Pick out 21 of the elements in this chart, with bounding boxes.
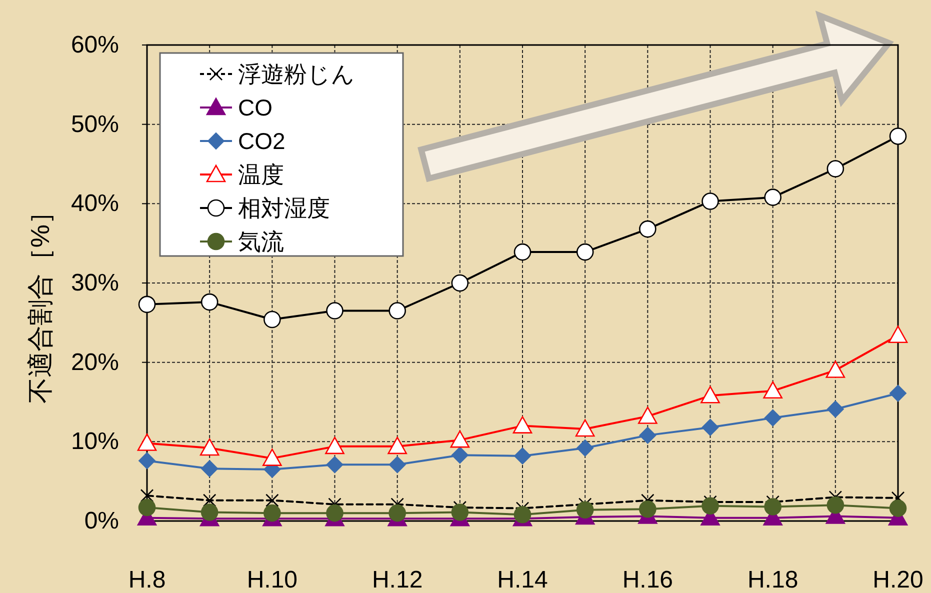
- y-tick-label: 20%: [70, 348, 119, 376]
- x-tick-label: H.20: [872, 566, 924, 593]
- y-tick-label: 50%: [70, 110, 119, 138]
- legend-label: 温度: [238, 162, 284, 188]
- legend-label: CO: [238, 94, 272, 120]
- legend-label: 相対湿度: [238, 195, 330, 221]
- y-tick-label: 0%: [84, 508, 119, 534]
- y-tick-label: 60%: [70, 32, 119, 58]
- x-tick-label: H.14: [497, 566, 548, 593]
- x-tick-label: H.10: [246, 566, 298, 593]
- x-tick-label: H.8: [128, 566, 166, 593]
- y-axis-title: 不適合割合［%］: [25, 198, 55, 404]
- y-tick-label: 30%: [70, 270, 119, 296]
- y-tick-label: 40%: [70, 190, 119, 218]
- legend-label: 気流: [238, 228, 284, 254]
- x-tick-label: H.12: [372, 566, 423, 593]
- x-tick-label: H.16: [622, 566, 674, 593]
- legend-label: 浮遊粉じん: [238, 61, 355, 87]
- x-tick-label: H.18: [747, 566, 798, 593]
- legend-label: CO2: [238, 128, 286, 154]
- y-tick-label: 10%: [70, 428, 119, 456]
